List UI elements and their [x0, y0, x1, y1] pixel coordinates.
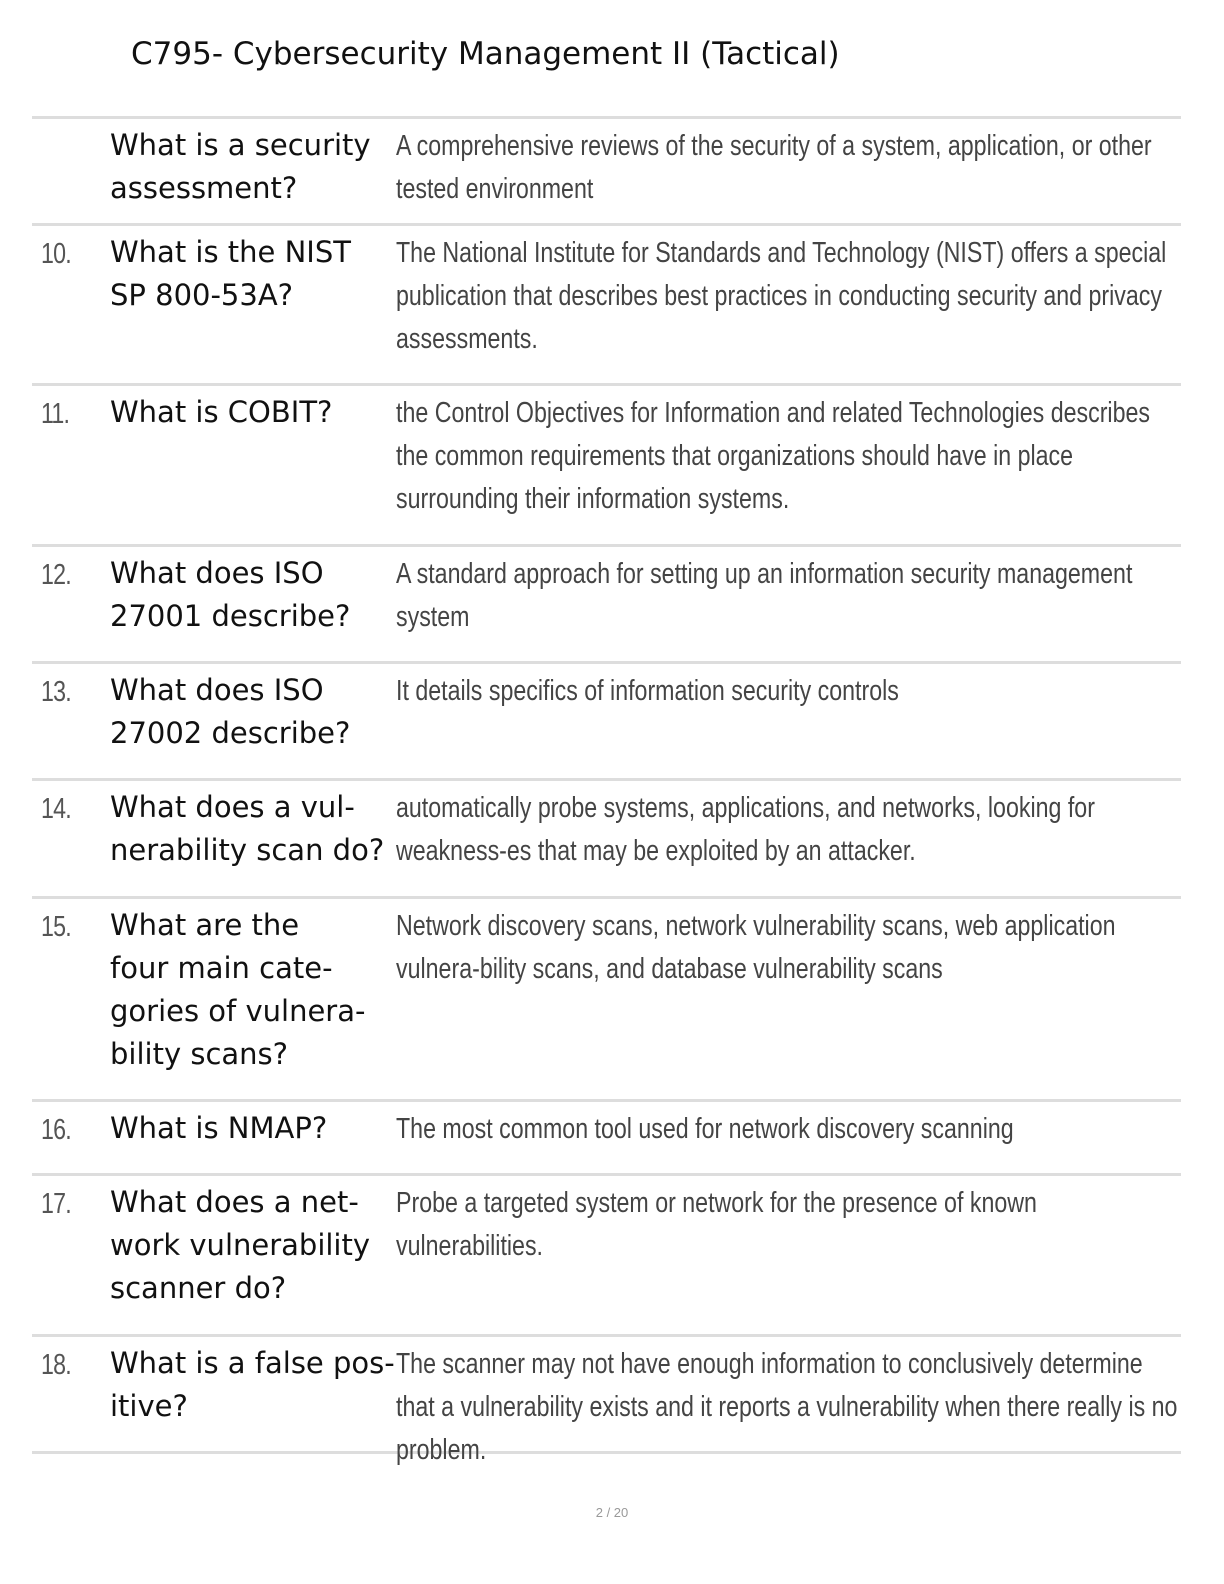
answer: It details specifics of information secu…: [396, 675, 899, 707]
flashcard-table: What is a security assessment? A comprehen…: [32, 116, 1181, 1466]
answer: A standard approach for setting up an in…: [396, 558, 1133, 633]
question: What does a net-work vulnerability scanne…: [110, 1181, 395, 1310]
question: What does a vul-nerability scan do?: [110, 786, 395, 872]
table-row: 15. What are the four main cate-gories of …: [32, 899, 1181, 1102]
table-row: 18. What is a false pos-itive? The scanner…: [32, 1337, 1181, 1466]
question-line: 27002 describe?: [110, 716, 351, 750]
row-number: 14.: [41, 793, 72, 825]
table-row: What is a security assessment? A comprehen…: [32, 119, 1181, 226]
question: What is a false pos-itive?: [110, 1342, 395, 1428]
table-row: 14. What does a vul-nerability scan do? au…: [32, 781, 1181, 899]
question-line: four main cate-: [110, 951, 333, 985]
question-line: scanner do?: [110, 1271, 287, 1305]
answer: the Control Objectives for Information a…: [396, 397, 1150, 515]
answer: The National Institute for Standards and…: [396, 237, 1167, 355]
row-number: 18.: [41, 1349, 72, 1381]
question-line: gories of vulnera-: [110, 994, 366, 1028]
question: What are the four main cate-gories of vul…: [110, 904, 395, 1076]
table-row: 12. What does ISO 27001 describe? A standar…: [32, 547, 1181, 664]
answer: The most common tool used for network di…: [396, 1113, 1014, 1145]
question-line: What are the: [110, 908, 300, 942]
question-line: SP 800-53A?: [110, 278, 294, 312]
row-number: 10.: [41, 238, 72, 270]
table-row: 10. What is the NIST SP 800-53A? The Nation…: [32, 226, 1181, 386]
question-line: What does ISO: [110, 673, 324, 707]
question: What does ISO 27002 describe?: [110, 669, 395, 755]
question-line: What does a vul-: [110, 790, 355, 824]
row-number: 11.: [41, 398, 70, 430]
question: What is NMAP?: [110, 1107, 395, 1150]
question-line: What is NMAP?: [110, 1111, 328, 1145]
question-line: What is a security: [110, 128, 371, 162]
answer: Network discovery scans, network vulnera…: [396, 910, 1116, 985]
page-number: 2 / 20: [595, 1505, 629, 1520]
question-line: What does a net-: [110, 1185, 359, 1219]
question-line: What is COBIT?: [110, 395, 333, 429]
table-row: 13. What does ISO 27002 describe? It detail…: [32, 664, 1181, 781]
question: What is COBIT?: [110, 391, 395, 434]
table-row: 11. What is COBIT? the Control Objectives …: [32, 386, 1181, 547]
question: What is a security assessment?: [110, 124, 395, 210]
answer: A comprehensive reviews of the security …: [396, 130, 1152, 205]
question-line: What does ISO: [110, 556, 324, 590]
question-line: itive?: [110, 1389, 188, 1423]
question-line: bility scans?: [110, 1037, 289, 1071]
row-number: 15.: [41, 911, 72, 943]
row-number: 17.: [41, 1188, 72, 1220]
table-row: 16. What is NMAP? The most common tool use…: [32, 1102, 1181, 1176]
question-line: nerability scan do?: [110, 833, 385, 867]
table-row: 17. What does a net-work vulnerability sca…: [32, 1176, 1181, 1337]
row-number: 13.: [41, 676, 72, 708]
question-line: What is the NIST: [110, 235, 351, 269]
answer: The scanner may not have enough informat…: [396, 1348, 1178, 1466]
row-number: 12.: [41, 559, 72, 591]
question: What does ISO 27001 describe?: [110, 552, 395, 638]
row-number: 16.: [41, 1114, 72, 1146]
page-title: C795- Cybersecurity Management II (Tacti…: [131, 36, 840, 72]
question-line: work vulnerability: [110, 1228, 371, 1262]
question: What is the NIST SP 800-53A?: [110, 231, 395, 317]
question-line: What is a false pos-: [110, 1346, 395, 1380]
answer: automatically probe systems, application…: [396, 792, 1095, 867]
question-line: assessment?: [110, 171, 298, 205]
question-line: 27001 describe?: [110, 599, 351, 633]
answer: Probe a targeted system or network for t…: [396, 1187, 1037, 1262]
